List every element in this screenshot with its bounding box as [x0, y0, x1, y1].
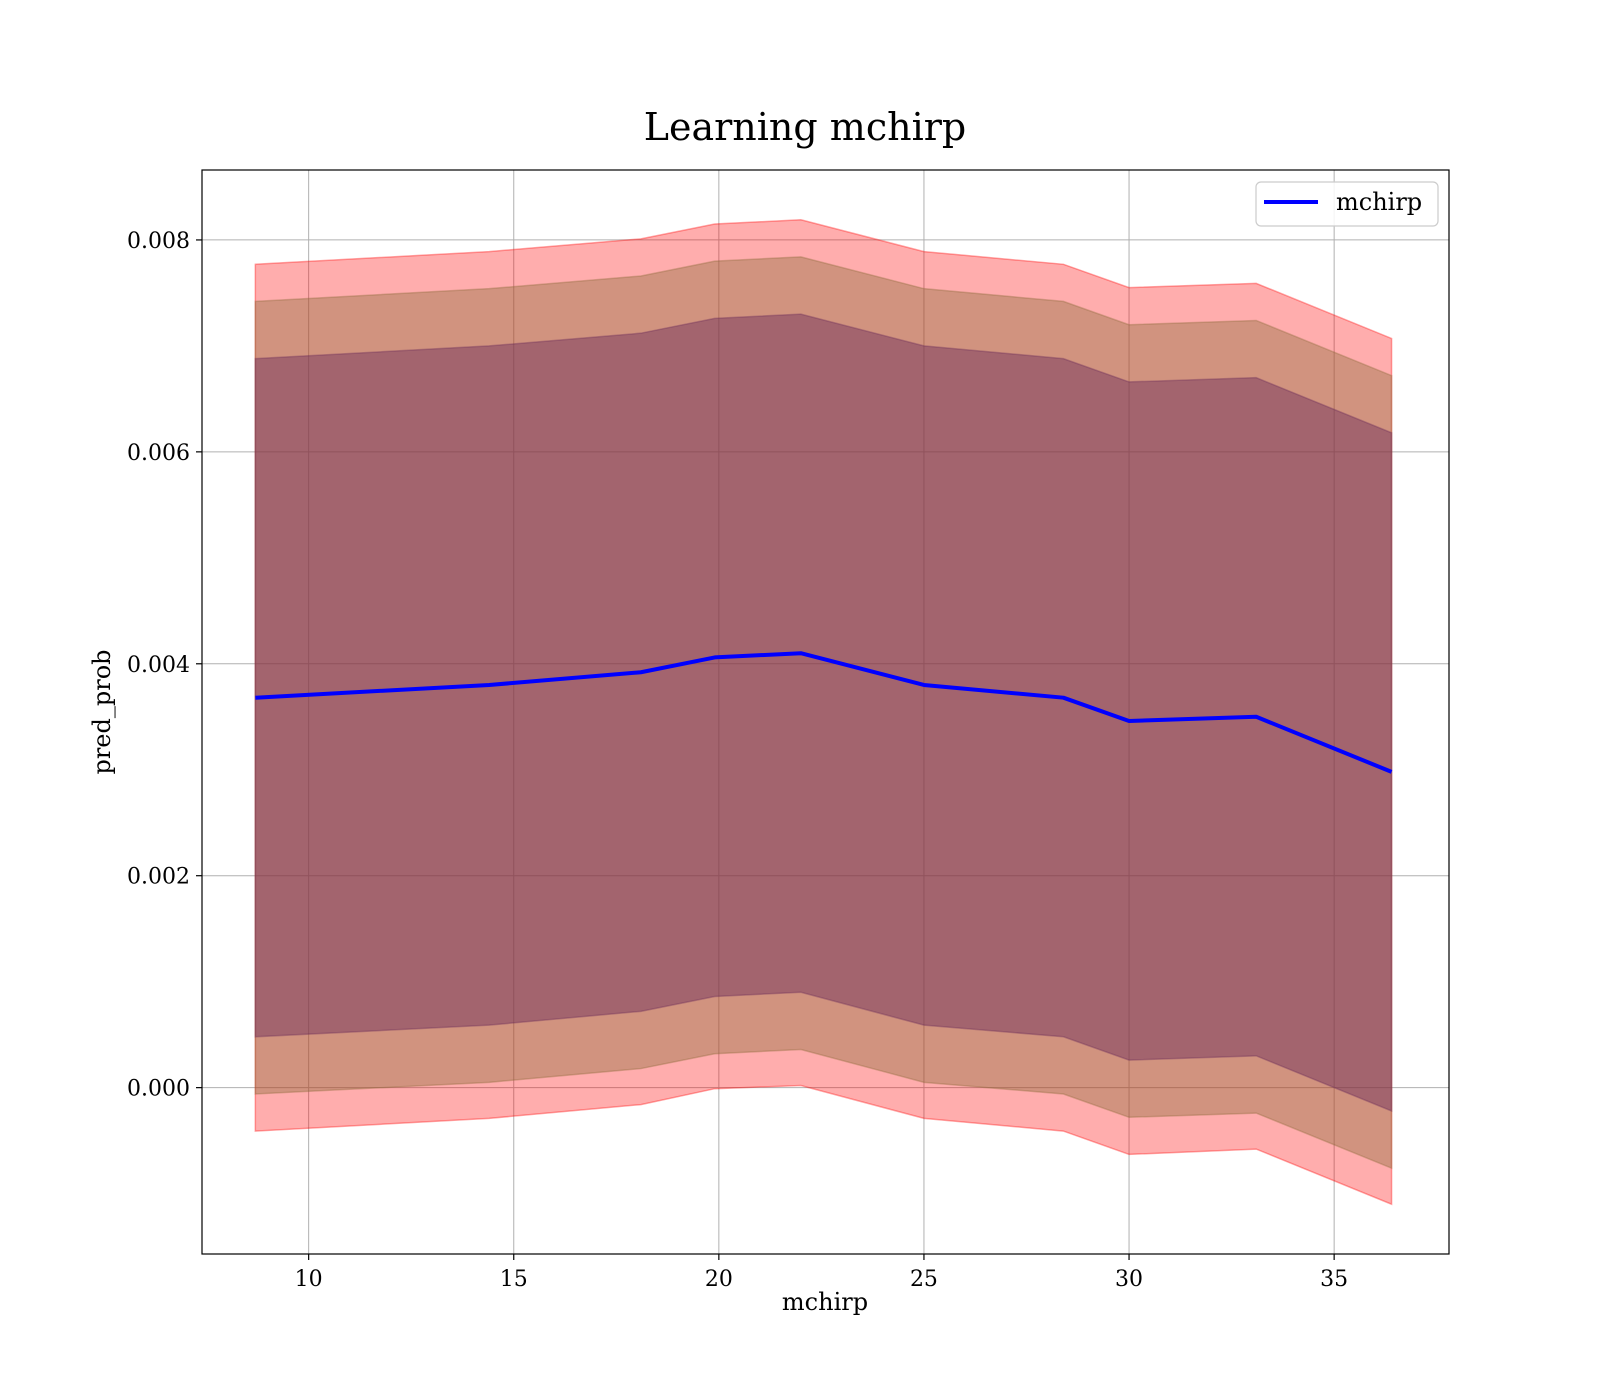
legend-box	[1255, 181, 1439, 227]
x-tick-label-0: 10	[295, 1267, 323, 1292]
band-1	[254, 256, 1393, 1170]
legend: mchirp	[1255, 181, 1439, 227]
y-axis-label: pred_prob	[88, 649, 116, 774]
x-axis-label: mchirp	[782, 1288, 868, 1316]
band-0	[254, 219, 1393, 1206]
y-tick-label-2: 0.004	[127, 653, 190, 678]
y-tick-label-4: 0.008	[127, 229, 190, 254]
series-lines	[255, 651, 1393, 774]
y-tick-label-3: 0.006	[127, 441, 190, 466]
x-tick-label-4: 30	[1115, 1267, 1143, 1292]
y-tick-label-0: 0.000	[127, 1077, 190, 1102]
confidence-bands	[254, 219, 1393, 1206]
x-axis-ticks: 10 15 20 25 30 35	[295, 1254, 1348, 1292]
band-2	[254, 313, 1393, 1113]
y-tick-label-1: 0.002	[127, 865, 190, 890]
grid	[202, 170, 1449, 1254]
y-axis-ticks: 0.000 0.002 0.004 0.006 0.008	[127, 229, 202, 1102]
x-tick-label-1: 15	[500, 1267, 528, 1292]
x-tick-label-3: 25	[910, 1267, 938, 1292]
x-tick-label-5: 35	[1320, 1267, 1348, 1292]
legend-label-mchirp: mchirp	[1336, 188, 1422, 216]
series-line-0	[255, 651, 1393, 774]
chart-title: Learning mchirp	[644, 105, 966, 149]
plot-frame	[201, 169, 1450, 1255]
x-tick-label-2: 20	[705, 1267, 733, 1292]
